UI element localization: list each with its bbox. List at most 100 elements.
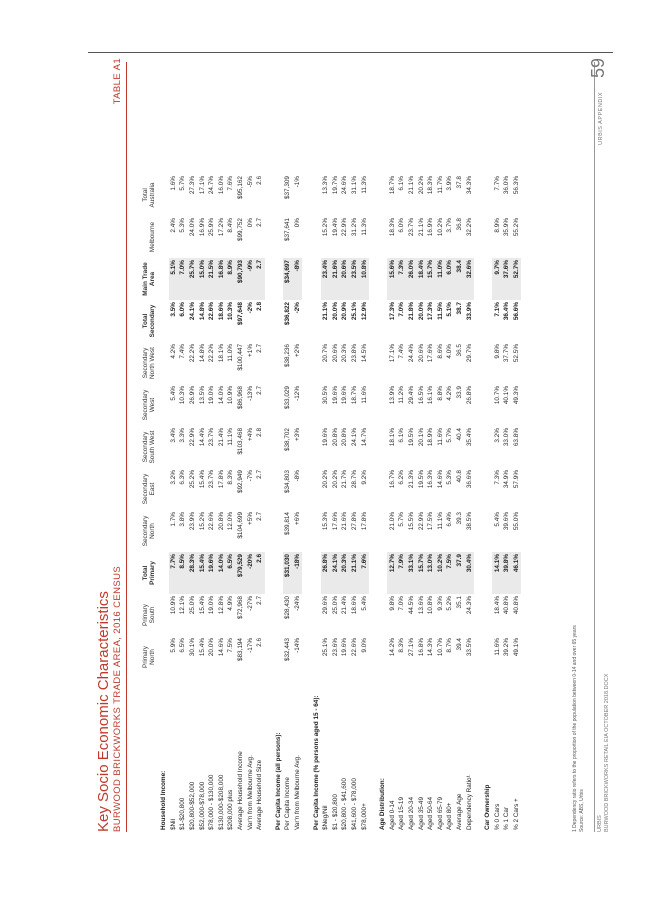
table-cell: 21.3% (407, 470, 415, 489)
table-cell: 15.4% (198, 596, 206, 615)
footer-company: URBIS (597, 815, 603, 832)
table-cell: $79,529 (235, 552, 246, 594)
table-cell: $103,468 (237, 428, 245, 455)
table-cell: 16.9% (427, 218, 435, 237)
table-cell: 11.3% (360, 176, 368, 194)
section-label: Per Capita Income (all persons): (274, 732, 282, 830)
column-header: Secondary North (134, 510, 156, 552)
table-cell: 57.9% (512, 470, 520, 489)
table-cell: 22.9% (417, 512, 425, 531)
table-cell: 21.6% (341, 512, 349, 531)
table-cell: +3% (294, 428, 302, 441)
table-cell: 20.6% (331, 344, 339, 363)
table-cell: 10.9% (169, 596, 177, 615)
table-cell: 7.0% (178, 258, 188, 300)
table-cell: 15.7% (425, 258, 436, 300)
table-cell: $37,309 (284, 176, 292, 200)
column-header-line: Secondary (142, 515, 149, 547)
column-header-line: Secondary (142, 389, 149, 421)
column-header: Melbourne (134, 216, 156, 258)
table-cell: 15.3% (322, 512, 330, 531)
table-label: TABLE A1 (112, 58, 123, 105)
table-cell: 15.2% (322, 218, 330, 237)
table-cell: 23.5% (349, 258, 360, 300)
table-cell: 21.4% (217, 428, 225, 447)
table-cell: 21.4% (341, 596, 349, 615)
table-cell: 26.8% (465, 386, 473, 405)
table-cell: 33.5% (465, 638, 473, 657)
table-cell: 21.0% (388, 512, 396, 531)
table-cell: 33.0% (503, 428, 511, 447)
table-cell: 8.3% (227, 470, 235, 485)
table-cell: 27.3% (189, 176, 197, 195)
table-cell: $36,822 (284, 302, 292, 326)
table-cell: 24.1% (330, 552, 341, 594)
table-cell: 2.4% (169, 218, 177, 233)
page-subtitle: BURWOOD BRICKWORKS TRADE AREA, 2016 CENS… (112, 565, 123, 832)
table-cell: 32.6% (464, 258, 474, 300)
table-cell: 13.0% (425, 552, 436, 594)
table-cell: 8.6% (436, 344, 444, 359)
table-cell: 9.3% (436, 596, 444, 611)
table-cell: 2.7 (256, 470, 264, 479)
table-cell: 6.0% (179, 302, 187, 317)
column-header: Total Primary (134, 552, 156, 594)
table-cell: 30.4% (464, 552, 474, 594)
table-row: $208,000 plus 7.5% 4.9% 6.5% 12.0% 8.3% 11.1% 1… (226, 174, 236, 832)
table-cell: 35.4% (465, 428, 473, 447)
table-cell: 24.7% (208, 176, 216, 195)
column-header: Secondary West (134, 384, 156, 426)
table-cell: 29.4% (407, 386, 415, 405)
column-header-line: Secondary (142, 473, 149, 505)
table-cell: 15.4% (198, 638, 206, 657)
table-row: $78,000+ 9.0% 5.4% 7.6% 17.8% 9.2% 14.7% 11.6% 1… (359, 174, 369, 832)
table-row: Var'n from Melbourne Avg. -14% -24% -18% +6%… (292, 174, 303, 832)
table-cell: 20.6% (340, 258, 350, 300)
header-cell-label (134, 678, 156, 832)
table-cell: 10.8% (427, 596, 435, 615)
table-cell: 25.7% (187, 258, 198, 300)
table-cell: 20.8% (341, 428, 349, 447)
table-body: Household Income: $Nil 5.9% 10.9% 7.7% 1.7% 3.… (156, 174, 522, 832)
table-cell: 23.7% (208, 428, 216, 447)
table-cell: 4.0% (446, 344, 454, 359)
table-cell: 10.7% (436, 638, 444, 657)
table-cell: 19.6% (206, 552, 217, 594)
table-cell: 11.6% (360, 386, 368, 404)
table-cell: 17.2% (217, 218, 225, 237)
table-cell: 24.1% (350, 428, 358, 447)
column-header-line: North (149, 523, 156, 539)
table-cell: 56.6% (512, 302, 520, 321)
table-cell: 19.5% (417, 470, 425, 489)
table-cell: 28.3% (187, 552, 198, 594)
row-label: Average Household Income (237, 751, 245, 830)
table-cell: 21.1% (407, 176, 415, 195)
table-cell: 2.7 (256, 512, 264, 521)
table-cell: 25.0% (331, 596, 339, 615)
table-cell: 17.3% (427, 302, 435, 321)
table-cell: 24.1% (189, 302, 197, 321)
table-cell: 7.6% (227, 176, 235, 191)
table-cell: 35.9% (503, 218, 511, 237)
table-cell: 20.3% (340, 552, 350, 594)
table-cell: 17.6% (331, 512, 339, 531)
table-row: Var'n from Melbourne Avg. -17% -27% -20% +5%… (245, 174, 255, 832)
column-header-line: Main Trade (142, 262, 149, 296)
table-cell: $38,236 (284, 344, 292, 368)
section-label: Car Ownership (484, 784, 492, 830)
table-cell: -12% (294, 386, 302, 401)
table-cell: 2.7 (256, 218, 264, 227)
table-cell: 36.5 (455, 344, 463, 357)
column-header: Primary North (134, 636, 156, 678)
table-cell: 17.1% (198, 176, 206, 195)
table-cell: 4.2% (169, 344, 177, 359)
table-cell: 5.4% (360, 596, 368, 611)
table-cell: 19.0% (208, 596, 216, 615)
table-cell: 36.0% (503, 176, 511, 195)
table-cell: 9.8% (493, 344, 501, 359)
table-cell: -13% (246, 386, 254, 401)
table-cell: 13.6% (417, 596, 425, 615)
table-cell: 17.6% (427, 344, 435, 363)
table-cell: 2.7 (256, 344, 264, 353)
column-header-line: West (149, 397, 156, 413)
